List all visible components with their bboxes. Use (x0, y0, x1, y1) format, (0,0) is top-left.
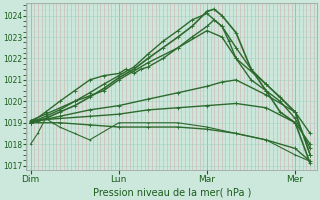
X-axis label: Pression niveau de la mer( hPa ): Pression niveau de la mer( hPa ) (92, 187, 251, 197)
